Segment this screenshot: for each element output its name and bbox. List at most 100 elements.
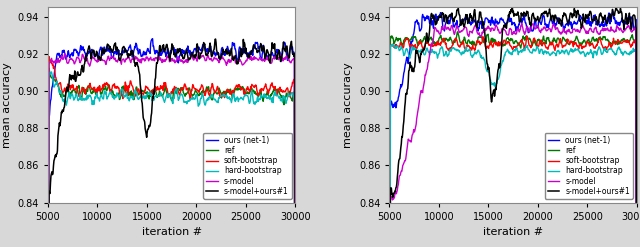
hard-bootstrap bbox=[248, 91, 255, 94]
hard-bootstrap bbox=[162, 95, 170, 98]
Line: s-model+ours#1: s-model+ours#1 bbox=[389, 7, 637, 247]
ref bbox=[45, 67, 53, 70]
ours (net-1) bbox=[286, 49, 294, 52]
ours (net-1) bbox=[192, 47, 200, 50]
s-model+ours#1 bbox=[520, 15, 527, 18]
Line: s-model: s-model bbox=[48, 53, 296, 247]
s-model+ours#1 bbox=[163, 43, 171, 46]
s-model bbox=[196, 51, 204, 54]
X-axis label: iteration #: iteration # bbox=[141, 227, 202, 237]
s-model+ours#1 bbox=[178, 54, 186, 57]
X-axis label: iteration #: iteration # bbox=[483, 227, 543, 237]
ours (net-1) bbox=[504, 17, 512, 20]
s-model+ours#1 bbox=[588, 20, 596, 23]
s-model bbox=[162, 58, 170, 61]
ref bbox=[454, 30, 461, 33]
ours (net-1) bbox=[503, 21, 511, 24]
ref bbox=[162, 88, 170, 91]
ref bbox=[533, 40, 541, 43]
soft-bootstrap bbox=[589, 43, 596, 46]
hard-bootstrap bbox=[520, 48, 527, 51]
hard-bootstrap bbox=[627, 49, 635, 52]
Legend: ours (net-1), ref, soft-bootstrap, hard-bootstrap, s-model, s-model+ours#1: ours (net-1), ref, soft-bootstrap, hard-… bbox=[545, 133, 633, 199]
Line: s-model+ours#1: s-model+ours#1 bbox=[48, 39, 296, 247]
hard-bootstrap bbox=[505, 51, 513, 54]
hard-bootstrap bbox=[388, 43, 396, 46]
soft-bootstrap bbox=[286, 95, 294, 98]
hard-bootstrap bbox=[533, 45, 541, 48]
soft-bootstrap bbox=[179, 86, 186, 89]
s-model bbox=[178, 60, 186, 62]
soft-bootstrap bbox=[503, 42, 511, 45]
hard-bootstrap bbox=[286, 94, 294, 97]
ours (net-1) bbox=[164, 48, 172, 51]
ref bbox=[520, 37, 527, 40]
hard-bootstrap bbox=[179, 93, 186, 96]
ours (net-1) bbox=[609, 10, 617, 13]
s-model+ours#1 bbox=[248, 49, 255, 52]
soft-bootstrap bbox=[248, 87, 255, 90]
Legend: ours (net-1), ref, soft-bootstrap, hard-bootstrap, s-model, s-model+ours#1: ours (net-1), ref, soft-bootstrap, hard-… bbox=[203, 133, 292, 199]
ours (net-1) bbox=[248, 53, 255, 56]
ours (net-1) bbox=[533, 25, 541, 28]
ref bbox=[248, 88, 255, 91]
s-model bbox=[286, 61, 294, 63]
Line: ours (net-1): ours (net-1) bbox=[389, 11, 637, 247]
s-model bbox=[504, 34, 512, 37]
s-model bbox=[518, 22, 525, 25]
s-model+ours#1 bbox=[286, 48, 294, 51]
s-model bbox=[503, 33, 511, 36]
s-model+ours#1 bbox=[212, 38, 220, 41]
s-model bbox=[627, 30, 635, 33]
ours (net-1) bbox=[520, 18, 527, 21]
ref bbox=[164, 95, 172, 98]
hard-bootstrap bbox=[504, 48, 511, 51]
hard-bootstrap bbox=[164, 92, 172, 95]
Line: ref: ref bbox=[48, 68, 296, 247]
ref bbox=[627, 36, 635, 39]
s-model+ours#1 bbox=[191, 56, 199, 59]
Line: ref: ref bbox=[389, 32, 637, 247]
Line: s-model: s-model bbox=[389, 23, 637, 247]
soft-bootstrap bbox=[520, 41, 527, 44]
soft-bootstrap bbox=[192, 88, 200, 91]
soft-bootstrap bbox=[627, 44, 635, 47]
hard-bootstrap bbox=[192, 93, 200, 96]
ref bbox=[505, 39, 513, 41]
Line: hard-bootstrap: hard-bootstrap bbox=[48, 72, 296, 247]
s-model+ours#1 bbox=[612, 5, 620, 8]
soft-bootstrap bbox=[164, 89, 172, 92]
s-model bbox=[191, 56, 199, 59]
s-model bbox=[589, 30, 596, 33]
s-model+ours#1 bbox=[504, 14, 512, 17]
soft-bootstrap bbox=[504, 40, 512, 43]
hard-bootstrap bbox=[589, 54, 596, 57]
s-model+ours#1 bbox=[533, 19, 541, 22]
ref bbox=[589, 37, 596, 40]
hard-bootstrap bbox=[47, 70, 55, 73]
ours (net-1) bbox=[148, 37, 156, 40]
Line: soft-bootstrap: soft-bootstrap bbox=[389, 36, 637, 247]
s-model+ours#1 bbox=[162, 48, 170, 51]
s-model bbox=[533, 24, 541, 27]
ours (net-1) bbox=[162, 55, 170, 58]
s-model bbox=[163, 55, 171, 58]
soft-bootstrap bbox=[45, 55, 53, 58]
ours (net-1) bbox=[179, 48, 186, 51]
Line: soft-bootstrap: soft-bootstrap bbox=[48, 57, 296, 247]
ref bbox=[504, 37, 511, 40]
s-model+ours#1 bbox=[503, 22, 511, 25]
soft-bootstrap bbox=[523, 35, 531, 38]
Y-axis label: mean accuracy: mean accuracy bbox=[2, 62, 12, 148]
s-model bbox=[248, 57, 255, 60]
ref bbox=[179, 86, 186, 89]
Y-axis label: mean accuracy: mean accuracy bbox=[343, 62, 353, 148]
soft-bootstrap bbox=[162, 84, 170, 87]
s-model bbox=[520, 30, 527, 33]
ours (net-1) bbox=[627, 17, 635, 20]
soft-bootstrap bbox=[533, 45, 541, 48]
Line: ours (net-1): ours (net-1) bbox=[48, 39, 296, 247]
Line: hard-bootstrap: hard-bootstrap bbox=[389, 45, 637, 247]
ref bbox=[192, 89, 200, 92]
ours (net-1) bbox=[588, 21, 596, 24]
